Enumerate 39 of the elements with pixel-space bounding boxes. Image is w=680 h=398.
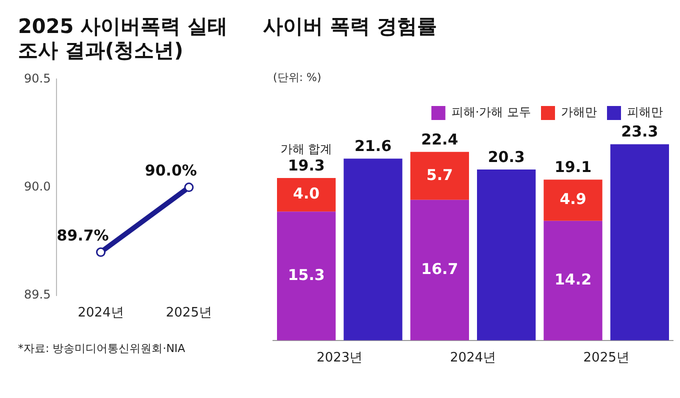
data-label: 14.2 xyxy=(554,270,592,289)
annotation: 가해 합계 xyxy=(280,142,332,156)
legend-label: 가해만 xyxy=(561,105,597,120)
bar xyxy=(344,158,402,340)
bar xyxy=(277,178,336,212)
data-label: 15.3 xyxy=(288,266,325,284)
data-label: 5.7 xyxy=(426,166,453,184)
y-tick-label: 89.5 xyxy=(24,288,51,302)
x-tick-label: 2025년 xyxy=(166,306,212,321)
data-label: 23.3 xyxy=(621,122,658,141)
total-label: 22.4 xyxy=(421,130,458,148)
x-tick-label: 2024년 xyxy=(450,350,496,366)
data-label: 16.7 xyxy=(421,260,458,278)
bar xyxy=(410,152,469,200)
total-label: 19.3 xyxy=(288,156,325,174)
x-tick-label: 2023년 xyxy=(316,350,363,366)
data-label: 20.3 xyxy=(488,148,525,166)
bar xyxy=(277,212,336,340)
data-label: 21.6 xyxy=(354,137,392,156)
total-label: 19.1 xyxy=(554,158,592,176)
data-label: 90.0% xyxy=(144,162,197,180)
chart-title: 사이버 폭력 경험률 xyxy=(263,14,438,40)
x-tick-label: 2025년 xyxy=(583,350,630,366)
y-tick-label: 90.0 xyxy=(24,179,51,194)
bar xyxy=(410,200,469,340)
data-label: 4.0 xyxy=(293,184,320,203)
chart-title: 2025 사이버폭력 실태조사 결과(청소년) xyxy=(18,14,229,64)
x-tick-label: 2024년 xyxy=(78,306,124,321)
legend-label: 피해만 xyxy=(627,105,663,120)
data-label: 89.7% xyxy=(56,226,109,245)
bar xyxy=(544,180,602,221)
bar xyxy=(610,144,669,340)
y-tick-label: 90.5 xyxy=(24,71,51,86)
text: *자료: 방송미디어통신위원회·NIA xyxy=(18,341,186,356)
data-label: 4.9 xyxy=(560,190,586,208)
chart-subtitle: (단위: %) xyxy=(273,70,322,84)
bar xyxy=(544,220,602,340)
legend-label: 피해·가해 모두 xyxy=(451,105,532,120)
bar xyxy=(477,170,536,340)
